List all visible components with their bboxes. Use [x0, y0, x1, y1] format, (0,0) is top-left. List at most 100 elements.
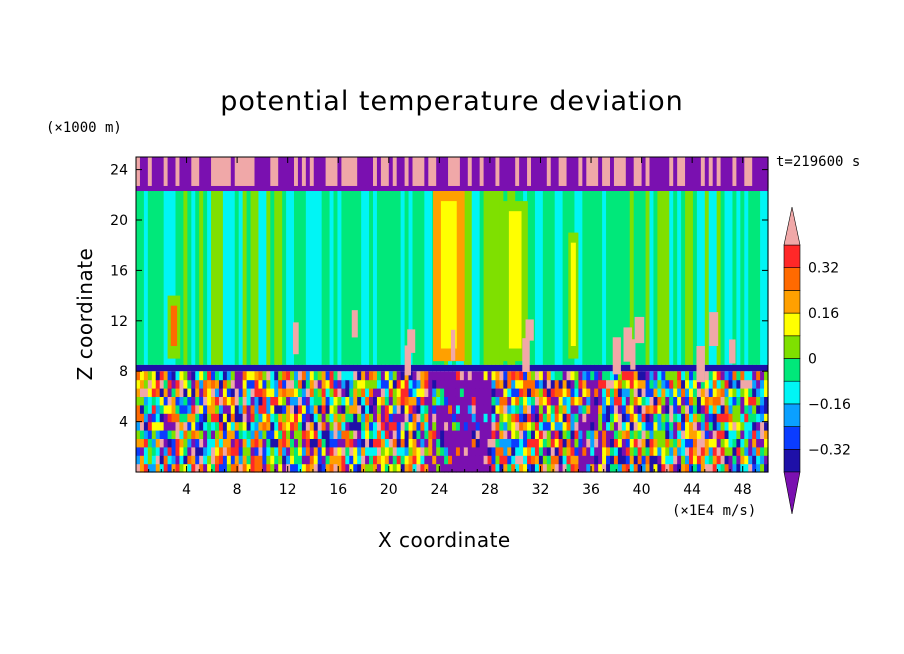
field-cell: [491, 157, 497, 189]
field-cell: [207, 430, 212, 439]
field-cell: [404, 463, 410, 473]
field-cell: [167, 438, 173, 448]
x-tick-label: 36: [582, 482, 600, 498]
field-cell: [246, 188, 252, 365]
field-cell: [246, 446, 252, 456]
field-cell: [708, 421, 714, 431]
field-cell: [199, 379, 204, 389]
field-cell: [491, 388, 497, 397]
field-cell: [408, 463, 414, 473]
field-cell: [590, 446, 595, 456]
field-cell: [448, 396, 453, 406]
field-cell: [704, 371, 710, 381]
field-cell: [404, 413, 410, 423]
field-cell: [641, 463, 647, 473]
field-cell: [562, 388, 568, 397]
field-cell: [416, 379, 421, 389]
field-cell: [353, 157, 358, 189]
field-cell: [396, 463, 402, 473]
field-cell: [487, 438, 493, 448]
field-cell: [440, 371, 445, 381]
field-cell: [546, 438, 552, 448]
field-cell: [191, 463, 196, 473]
field-cell: [250, 188, 256, 365]
field-cell: [163, 430, 169, 439]
field-cell: [689, 157, 694, 189]
field-cell: [341, 404, 346, 414]
field-cell: [554, 388, 560, 397]
field-cell: [345, 396, 350, 406]
field-cell: [633, 430, 639, 439]
x-tick-label: 4: [182, 482, 191, 498]
field-cell: [515, 455, 520, 465]
field-cell: [578, 371, 583, 381]
field-cell: [665, 438, 670, 448]
field-cell: [294, 430, 299, 439]
field-cell: [633, 188, 639, 365]
field-cell: [376, 446, 382, 456]
field-cell: [582, 396, 587, 406]
field-cell: [471, 404, 477, 414]
field-cell: [471, 413, 477, 423]
field-cell: [309, 463, 315, 473]
field-cell: [479, 396, 485, 406]
field-cell: [712, 430, 718, 439]
field-cell: [274, 371, 279, 381]
field-cell: [594, 446, 599, 456]
field-cell: [459, 463, 465, 473]
field-cell: [215, 421, 220, 431]
field-cell: [756, 455, 761, 465]
field-cell: [420, 438, 425, 448]
field-cell: [396, 404, 402, 414]
field-cell: [467, 413, 473, 423]
field-cell: [313, 438, 319, 448]
field-cell: [692, 446, 698, 456]
field-cell: [400, 388, 406, 397]
field-cell: [542, 455, 548, 465]
field-cell: [602, 413, 607, 423]
field-cell: [475, 396, 481, 406]
field-cell: [262, 430, 267, 439]
field-cell: [384, 188, 390, 365]
field-cell: [542, 188, 548, 365]
field-cell: [677, 157, 682, 189]
field-cell: [566, 430, 572, 439]
field-cell: [357, 430, 362, 439]
field-cell: [294, 421, 299, 431]
field-cell: [610, 371, 615, 381]
field-cell: [491, 371, 497, 381]
field-cell: [736, 371, 741, 381]
field-cell: [274, 379, 279, 389]
field-cell: [455, 396, 461, 406]
field-cell: [527, 421, 532, 431]
field-cell: [602, 371, 607, 381]
field-cell: [720, 446, 726, 456]
field-cell: [499, 157, 504, 189]
field-cell: [321, 388, 327, 397]
field-cell: [602, 438, 607, 448]
field-cell: [416, 388, 421, 397]
field-cell: [321, 404, 327, 414]
field-cell: [681, 438, 686, 448]
field-cell: [242, 157, 248, 189]
field-cell: [594, 404, 599, 414]
field-cell: [329, 446, 335, 456]
field-cell: [483, 430, 489, 439]
field-cell: [515, 388, 520, 397]
field-cell: [195, 463, 200, 473]
field-cell: [613, 413, 619, 423]
field-cell: [558, 371, 564, 381]
field-cell: [534, 404, 540, 414]
field-cell: [250, 438, 256, 448]
field-cell: [491, 188, 497, 365]
field-cell: [689, 421, 694, 431]
field-cell: [432, 455, 437, 465]
field-cell: [696, 188, 702, 365]
field-cell: [653, 396, 658, 406]
field-cell: [641, 371, 647, 381]
field-cell: [602, 455, 607, 465]
field-cell: [590, 455, 595, 465]
field-cell: [357, 455, 362, 465]
field-cell: [373, 404, 378, 414]
field-cell: [653, 413, 658, 423]
